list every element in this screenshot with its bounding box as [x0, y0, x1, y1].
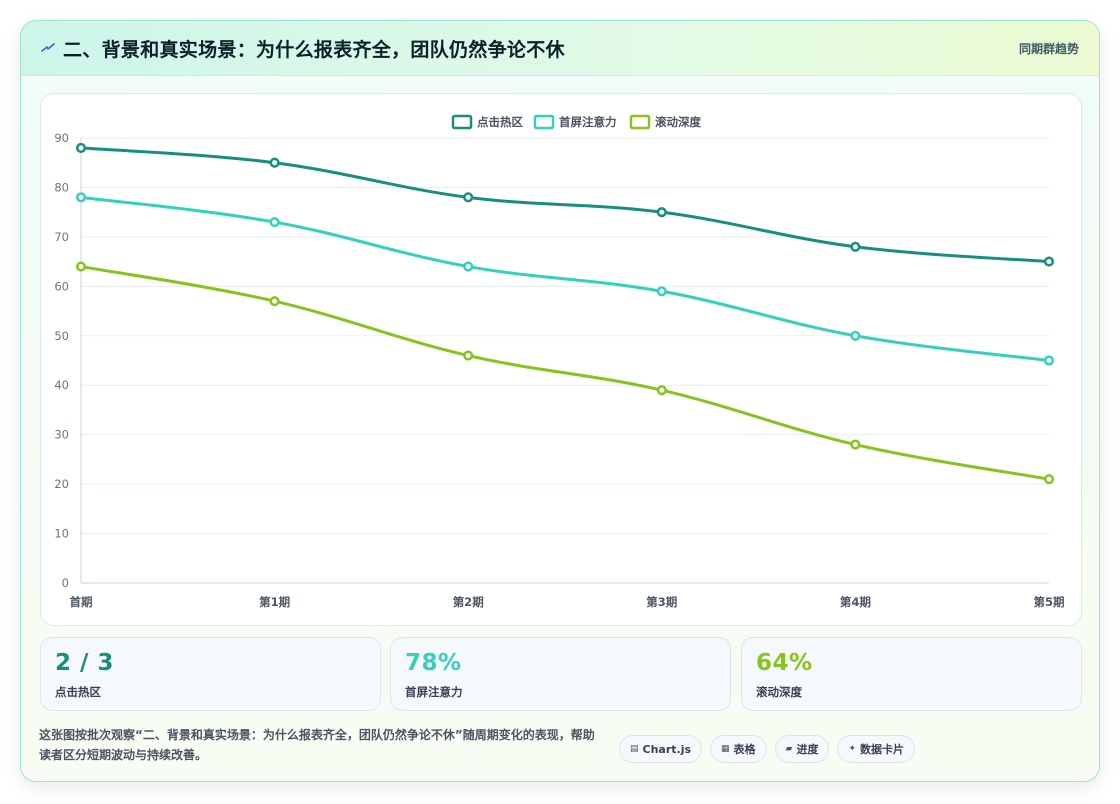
data-point	[656, 385, 667, 396]
progress-icon: ▰	[785, 744, 793, 754]
data-point	[463, 192, 474, 203]
line-chart-panel: 点击热区 首屏注意力 滚动深度 0 10 20 30 40 50 60 70 80 90 首期 第1期 第2…	[40, 93, 1082, 626]
legend-swatch	[533, 114, 555, 130]
lightning-icon	[41, 43, 55, 52]
stat-card-scroll-depth: 64% 滚动深度	[741, 637, 1082, 711]
data-point	[269, 296, 280, 307]
y-tick-label: 80	[54, 180, 69, 194]
legend-label: 滚动深度	[655, 115, 701, 129]
chip-progress[interactable]: ▰ 进度	[774, 735, 830, 763]
series-line	[79, 146, 1051, 264]
table-icon: ▦	[721, 744, 730, 754]
legend-swatch	[451, 114, 473, 130]
y-tick-label: 30	[54, 428, 69, 442]
stat-value: 64%	[756, 650, 813, 676]
chip-label: 表格	[733, 743, 756, 756]
data-point	[75, 261, 87, 272]
data-point	[75, 192, 87, 203]
data-point	[1043, 355, 1055, 366]
y-tick-label: 50	[54, 329, 69, 343]
legend-label: 首屏注意力	[559, 115, 617, 129]
x-tick-label: 第5期	[1033, 595, 1064, 609]
legend-label: 点击热区	[477, 115, 523, 129]
data-point	[656, 207, 667, 218]
data-point	[850, 330, 861, 341]
series-line	[79, 265, 1051, 481]
x-tick-label: 第2期	[453, 595, 484, 609]
series-line	[79, 195, 1051, 362]
y-tick-label: 20	[54, 477, 69, 491]
x-tick-label: 第3期	[646, 595, 677, 609]
chip-data-card[interactable]: ✦ 数据卡片	[837, 735, 916, 763]
tech-chips: ▤ Chart.js ▦ 表格 ▰ 进度 ✦ 数据卡片	[619, 735, 916, 763]
chart-icon: ▤	[630, 744, 639, 754]
data-point	[850, 439, 861, 450]
chip-table[interactable]: ▦ 表格	[710, 735, 767, 763]
legend-swatch	[629, 114, 651, 130]
chart-description: 这张图按批次观察“二、背景和真实场景：为什么报表齐全，团队仍然争论不休”随周期变…	[39, 728, 595, 762]
data-point	[269, 157, 280, 168]
stat-label: 首屏注意力	[405, 685, 463, 699]
y-tick-label: 0	[62, 576, 69, 590]
x-tick-label: 第1期	[259, 595, 290, 609]
data-point	[1043, 256, 1055, 267]
trend-badge: 同期群趋势	[1018, 42, 1079, 56]
stat-value: 78%	[405, 650, 462, 676]
card-header: 二、背景和真实场景：为什么报表齐全，团队仍然争论不休 同期群趋势	[21, 21, 1099, 76]
chip-label: 进度	[796, 743, 819, 756]
data-point	[850, 241, 861, 252]
stat-card-click-heat: 2 / 3 点击热区	[40, 637, 381, 711]
chip-label: 数据卡片	[860, 743, 905, 756]
data-point	[656, 286, 667, 297]
stat-value: 2 / 3	[55, 650, 114, 676]
chip-label: Chart.js	[642, 742, 692, 756]
line-chart: 点击热区 首屏注意力 滚动深度 0 10 20 30 40 50 60 70 80 90 首期 第1期 第2…	[54, 114, 1065, 609]
y-tick-label: 40	[54, 378, 69, 392]
data-point	[463, 350, 474, 361]
stat-label: 点击热区	[55, 685, 101, 699]
data-point	[75, 142, 87, 153]
x-tick-label: 第4期	[840, 595, 871, 609]
y-tick-label: 70	[54, 230, 69, 244]
stat-card-first-screen: 78% 首屏注意力	[390, 637, 731, 711]
stat-label: 滚动深度	[756, 685, 802, 699]
page-title: 二、背景和真实场景：为什么报表齐全，团队仍然争论不休	[63, 39, 565, 61]
y-tick-label: 10	[54, 527, 69, 541]
data-point	[463, 261, 474, 272]
chart-card: 二、背景和真实场景：为什么报表齐全，团队仍然争论不休 同期群趋势 点击热区首屏注…	[20, 20, 1100, 782]
data-point	[1043, 474, 1055, 485]
y-tick-label: 90	[54, 131, 69, 145]
y-tick-label: 60	[54, 279, 69, 293]
chip-chartjs[interactable]: ▤ Chart.js	[619, 735, 703, 763]
data-point	[269, 217, 280, 228]
x-tick-label: 首期	[70, 595, 93, 609]
sparkle-icon: ✦	[848, 744, 857, 754]
